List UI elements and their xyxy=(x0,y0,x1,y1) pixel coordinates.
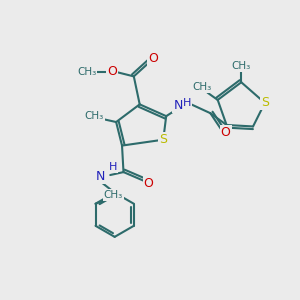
Text: O: O xyxy=(144,177,154,190)
Text: O: O xyxy=(107,65,117,79)
Text: N: N xyxy=(96,170,106,183)
Text: N: N xyxy=(173,99,183,112)
Text: H: H xyxy=(108,162,117,172)
Text: CH₃: CH₃ xyxy=(232,61,251,71)
Text: CH₃: CH₃ xyxy=(77,67,96,77)
Text: S: S xyxy=(159,133,167,146)
Text: CH₃: CH₃ xyxy=(84,111,104,121)
Text: O: O xyxy=(221,126,231,139)
Text: O: O xyxy=(148,52,158,65)
Text: S: S xyxy=(261,96,269,110)
Text: CH₃: CH₃ xyxy=(103,190,123,200)
Text: H: H xyxy=(183,98,191,108)
Text: CH₃: CH₃ xyxy=(192,82,211,92)
